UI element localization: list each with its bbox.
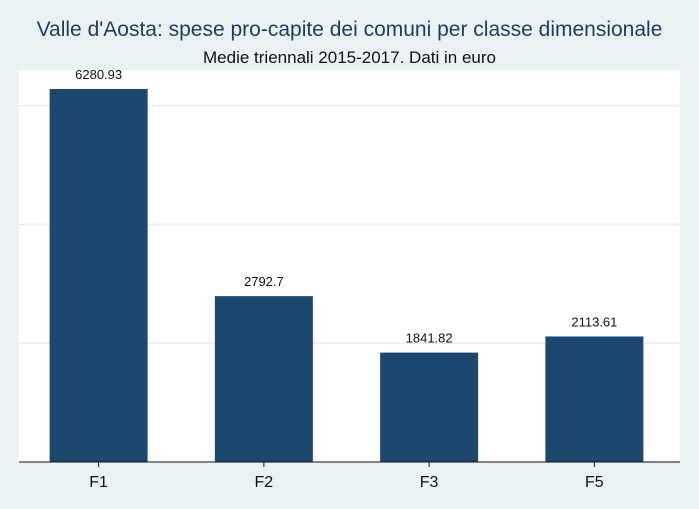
data-label: 1841.82 — [406, 331, 453, 346]
x-tick-label: F2 — [255, 474, 274, 491]
x-tick-label: F5 — [585, 474, 604, 491]
chart-title: Valle d'Aosta: spese pro-capite dei comu… — [36, 18, 663, 41]
chart-subtitle: Medie triennali 2015-2017. Dati in euro — [203, 48, 496, 67]
x-tick-label: F1 — [89, 474, 108, 491]
data-label: 2792.7 — [244, 274, 284, 289]
data-label: 2113.61 — [571, 314, 617, 329]
bar — [49, 88, 148, 463]
bar — [545, 336, 644, 462]
bar — [380, 352, 479, 462]
data-label: 6280.93 — [75, 67, 122, 82]
bar — [214, 296, 313, 462]
x-tick-label: F3 — [420, 474, 439, 491]
